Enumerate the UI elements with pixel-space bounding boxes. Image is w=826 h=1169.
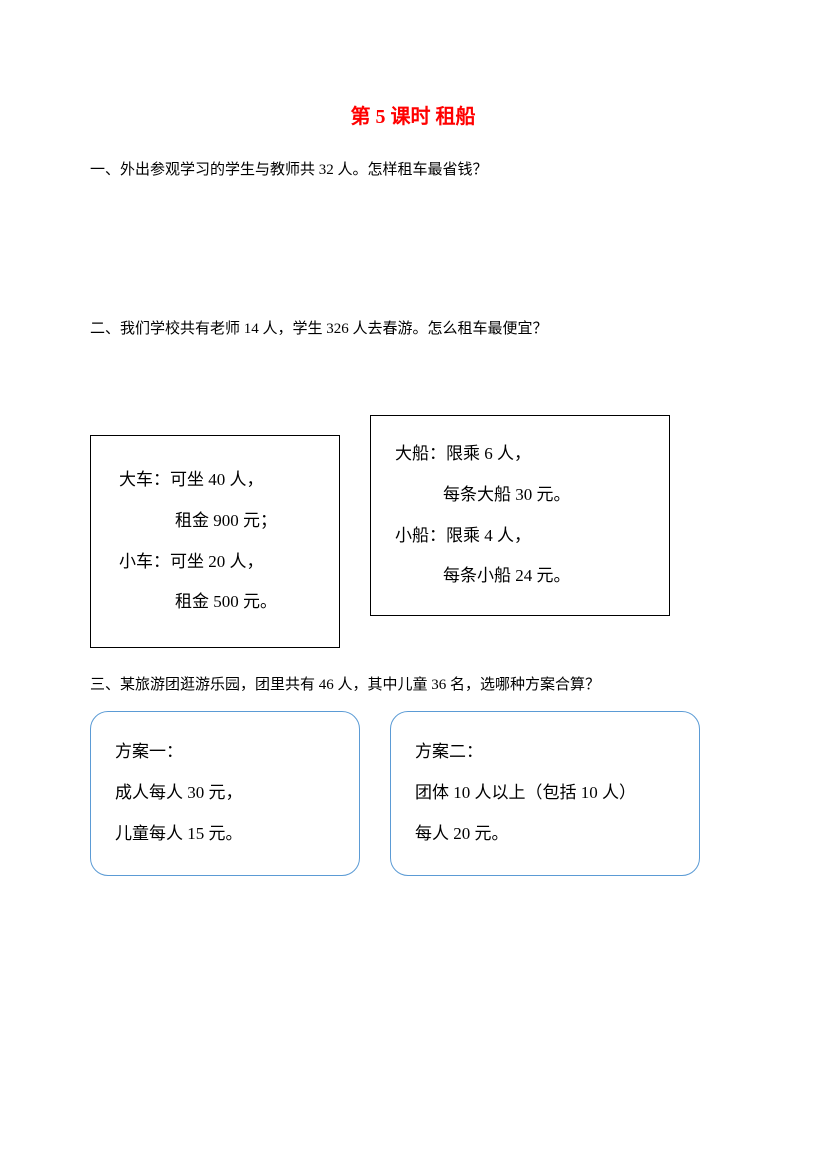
big-car-capacity: 大车：可坐 40 人， xyxy=(119,460,311,501)
box-plan-1: 方案一： 成人每人 30 元， 儿童每人 15 元。 xyxy=(90,711,360,875)
plan-1-child: 儿童每人 15 元。 xyxy=(115,814,335,855)
small-car-capacity: 小车：可坐 20 人， xyxy=(119,542,311,583)
plan-2-group: 团体 10 人以上（包括 10 人） xyxy=(415,773,675,814)
plan-1-title: 方案一： xyxy=(115,732,335,773)
plan-2-title: 方案二： xyxy=(415,732,675,773)
question-3: 三、某旅游团逛游乐园，团里共有 46 人，其中儿童 36 名，选哪种方案合算？ xyxy=(90,672,736,699)
spacer-1 xyxy=(90,196,736,316)
title-text: 第 5 课时 租船 xyxy=(351,106,476,128)
info-boxes-row-2: 方案一： 成人每人 30 元， 儿童每人 15 元。 方案二： 团体 10 人以… xyxy=(90,711,736,875)
plan-1-adult: 成人每人 30 元， xyxy=(115,773,335,814)
page-title: 第 5 课时 租船 xyxy=(90,100,736,129)
question-2: 二、我们学校共有老师 14 人，学生 326 人去春游。怎么租车最便宜？ xyxy=(90,316,736,343)
box-plan-2: 方案二： 团体 10 人以上（包括 10 人） 每人 20 元。 xyxy=(390,711,700,875)
box-car-prices: 大车：可坐 40 人， 租金 900 元； 小车：可坐 20 人， 租金 500… xyxy=(90,435,340,648)
big-car-price: 租金 900 元； xyxy=(119,501,311,542)
small-boat-capacity: 小船：限乘 4 人， xyxy=(395,516,645,557)
small-car-price: 租金 500 元。 xyxy=(119,582,311,623)
small-boat-price: 每条小船 24 元。 xyxy=(395,556,645,597)
big-boat-price: 每条大船 30 元。 xyxy=(395,475,645,516)
big-boat-capacity: 大船：限乘 6 人， xyxy=(395,434,645,475)
question-1: 一、外出参观学习的学生与教师共 32 人。怎样租车最省钱？ xyxy=(90,157,736,184)
plan-2-price: 每人 20 元。 xyxy=(415,814,675,855)
info-boxes-row-1: 大车：可坐 40 人， 租金 900 元； 小车：可坐 20 人， 租金 500… xyxy=(90,435,736,648)
box-boat-prices: 大船：限乘 6 人， 每条大船 30 元。 小船：限乘 4 人， 每条小船 24… xyxy=(370,415,670,616)
